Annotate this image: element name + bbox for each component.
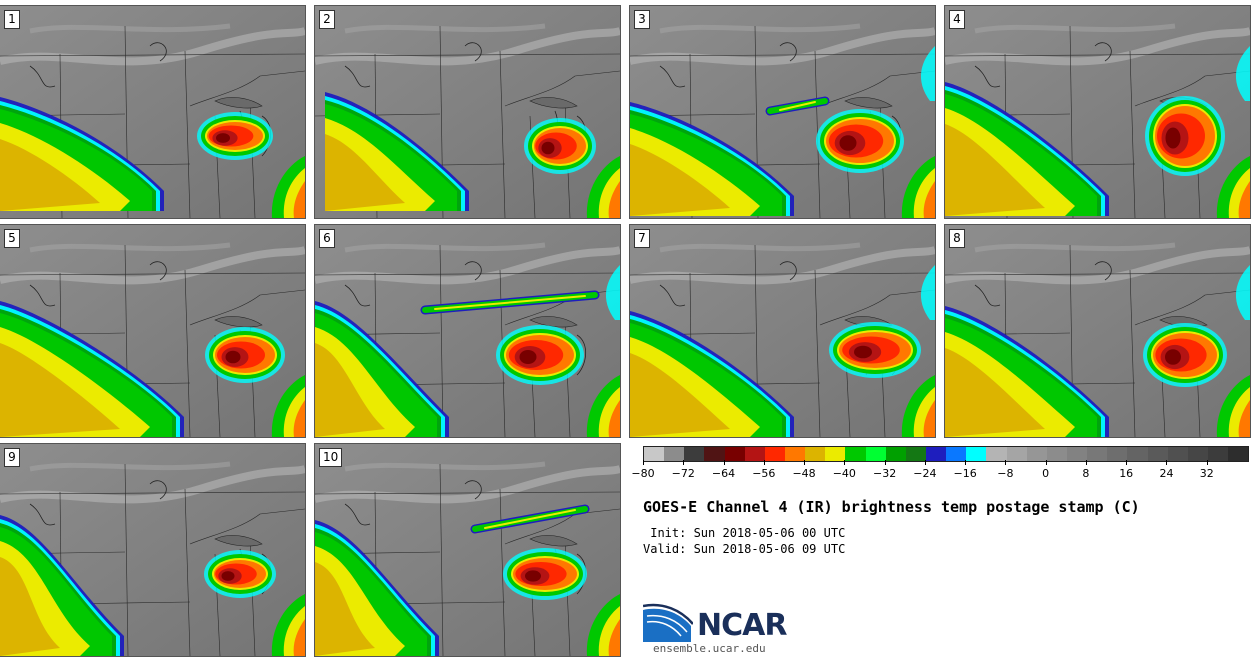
member-panel-5: 5 xyxy=(0,224,306,438)
colorbar-swatch xyxy=(885,447,906,461)
panel-number: 6 xyxy=(319,229,335,248)
satellite-map xyxy=(945,225,1250,437)
colorbar-tick xyxy=(924,460,926,465)
valid-time: Valid: Sun 2018-05-06 09 UTC xyxy=(643,542,846,556)
colorbar-swatch xyxy=(805,447,826,461)
colorbar-tick xyxy=(1206,460,1208,465)
colorbar-tick xyxy=(1045,460,1047,465)
colorbar-tick xyxy=(723,460,725,465)
satellite-map xyxy=(315,6,620,218)
colorbar-swatch xyxy=(1187,447,1208,461)
colorbar-swatch xyxy=(764,447,785,461)
colorbar-swatch xyxy=(784,447,806,461)
member-panel-1: 1 xyxy=(0,5,306,219)
colorbar-swatch xyxy=(1107,447,1128,461)
colorbar-tick-label: −40 xyxy=(832,467,856,480)
member-panel-2: 2 xyxy=(314,5,621,219)
member-panel-9: 9 xyxy=(0,443,306,657)
colorbar-tick xyxy=(643,460,644,465)
colorbar-swatch xyxy=(1127,447,1148,461)
colorbar-swatch xyxy=(825,447,846,461)
colorbar-tick-label: 8 xyxy=(1082,467,1090,480)
member-panel-6: 6 xyxy=(314,224,621,438)
colorbar-tick-label: 32 xyxy=(1199,467,1214,480)
satellite-map xyxy=(0,225,305,437)
colorbar xyxy=(643,446,1249,462)
colorbar-swatch xyxy=(1066,447,1088,461)
panel-number: 3 xyxy=(634,10,650,29)
member-panel-7: 7 xyxy=(629,224,936,438)
colorbar-swatch xyxy=(966,447,987,461)
colorbar-swatch xyxy=(1167,447,1188,461)
colorbar-swatch xyxy=(1026,447,1047,461)
init-time: Init: Sun 2018-05-06 00 UTC xyxy=(643,526,846,540)
colorbar-swatch xyxy=(644,447,665,461)
colorbar-swatch xyxy=(684,447,705,461)
panel-number: 4 xyxy=(949,10,965,29)
colorbar-swatch xyxy=(1087,447,1108,461)
colorbar-tick-label: 16 xyxy=(1119,467,1134,480)
colorbar-swatch xyxy=(905,447,926,461)
satellite-map xyxy=(0,444,305,656)
colorbar-tick-label: −56 xyxy=(752,467,776,480)
colorbar-tick-label: 0 xyxy=(1042,467,1050,480)
colorbar-tick xyxy=(1005,460,1007,465)
satellite-map xyxy=(630,225,935,437)
figure-title: GOES-E Channel 4 (IR) brightness temp po… xyxy=(643,498,1140,516)
colorbar-swatch xyxy=(744,447,765,461)
colorbar-tick xyxy=(884,460,886,465)
satellite-map xyxy=(315,225,620,437)
colorbar-swatch xyxy=(724,447,745,461)
colorbar-tick-label: −80 xyxy=(631,467,655,480)
satellite-map xyxy=(0,6,305,218)
colorbar-tick-label: −48 xyxy=(792,467,816,480)
member-panel-8: 8 xyxy=(944,224,1251,438)
colorbar-swatch xyxy=(986,447,1007,461)
colorbar-ticks: −80 −72 −64 −56 −48 −40 −32 −24 −16 −8 0 8 16 24 32 xyxy=(631,460,1249,482)
colorbar-swatch xyxy=(1207,447,1229,461)
panel-number: 1 xyxy=(4,10,20,29)
colorbar-tick-label: −16 xyxy=(953,467,977,480)
colorbar-swatch xyxy=(865,447,886,461)
colorbar-tick-label: −64 xyxy=(711,467,736,480)
panel-number: 10 xyxy=(319,448,343,467)
colorbar-tick xyxy=(844,460,846,465)
colorbar-tick xyxy=(683,460,685,465)
colorbar-tick xyxy=(965,460,967,465)
colorbar-swatch xyxy=(946,447,967,461)
colorbar-swatch xyxy=(1228,447,1249,461)
colorbar-tick xyxy=(1166,460,1168,465)
colorbar-swatch xyxy=(1006,447,1027,461)
colorbar-swatch xyxy=(664,447,685,461)
panel-number: 8 xyxy=(949,229,965,248)
colorbar-tick xyxy=(804,460,806,465)
colorbar-tick xyxy=(1126,460,1128,465)
satellite-map xyxy=(315,444,620,656)
panel-number: 5 xyxy=(4,229,20,248)
colorbar-tick-label: −32 xyxy=(872,467,897,480)
ncar-logo-text: NCAR xyxy=(697,608,787,643)
colorbar-tick-label: −72 xyxy=(671,467,695,480)
panel-number: 9 xyxy=(4,448,20,467)
satellite-map xyxy=(945,6,1250,218)
member-panel-4: 4 xyxy=(944,5,1251,219)
member-panel-3: 3 xyxy=(629,5,936,219)
colorbar-tick-label: −24 xyxy=(913,467,937,480)
panel-number: 7 xyxy=(634,229,650,248)
colorbar-tick xyxy=(1085,460,1087,465)
colorbar-swatch xyxy=(704,447,725,461)
colorbar-tick-label: −8 xyxy=(997,467,1014,480)
panel-number: 2 xyxy=(319,10,335,29)
colorbar-swatch xyxy=(925,447,947,461)
colorbar-swatch xyxy=(1046,447,1067,461)
ncar-logo: NCAR xyxy=(643,600,803,644)
site-url: ensemble.ucar.edu xyxy=(653,642,766,655)
member-panel-10: 10 xyxy=(314,443,621,657)
colorbar-swatch xyxy=(845,447,866,461)
colorbar-swatch xyxy=(1147,447,1168,461)
satellite-map xyxy=(630,6,935,218)
colorbar-tick xyxy=(763,460,765,465)
colorbar-tick-label: 24 xyxy=(1159,467,1174,480)
ncar-logo-mark xyxy=(643,603,693,642)
